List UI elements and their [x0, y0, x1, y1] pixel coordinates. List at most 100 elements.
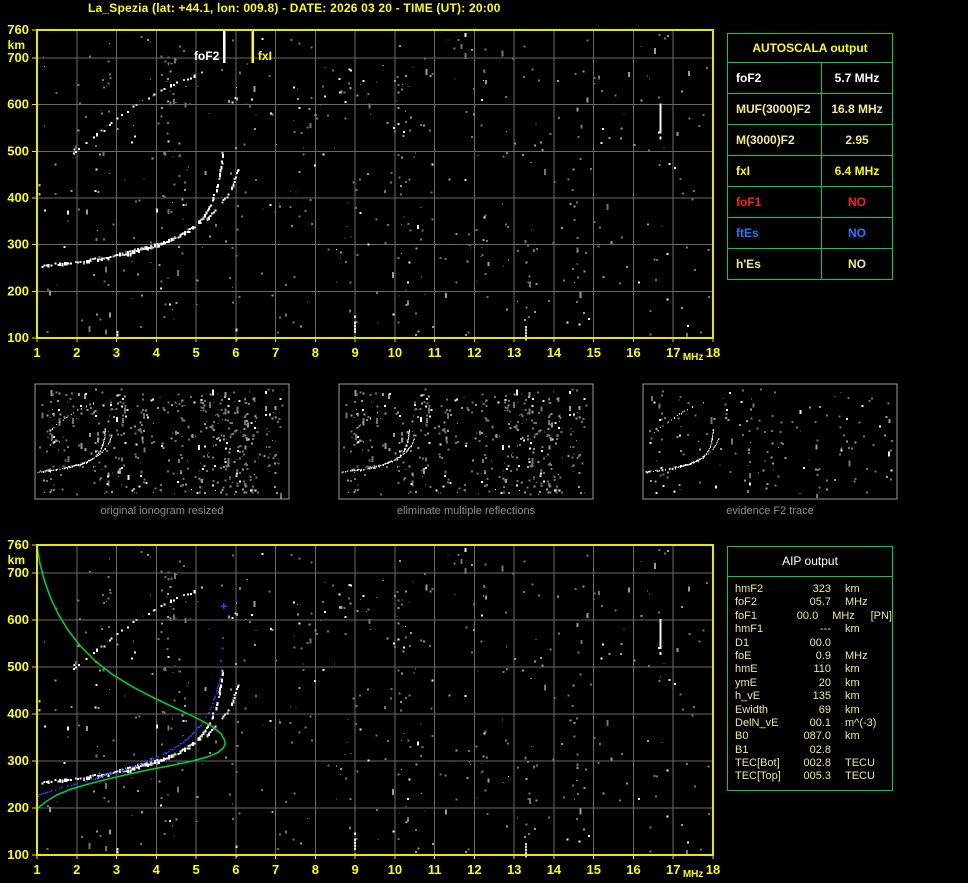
thumbnail-3 [642, 383, 898, 500]
autoscala-param-value: NO [848, 195, 866, 209]
svg-text:200: 200 [7, 800, 29, 815]
svg-text:3: 3 [113, 345, 120, 360]
aip-label: Ewidth [735, 703, 769, 716]
svg-text:10: 10 [388, 345, 402, 360]
aip-unit: TECU [845, 770, 875, 783]
aip-unit: km [845, 690, 860, 703]
aip-value: 005.3 [803, 770, 831, 783]
aip-label: hmE [735, 663, 758, 676]
aip-unit: TECU [845, 757, 875, 770]
aip-row-foe: foE 0.9 MHz [735, 650, 892, 663]
svg-text:200: 200 [7, 283, 29, 298]
foF2-marker-label: foF2 [194, 49, 220, 63]
autoscala-param-label: fxI [728, 156, 822, 186]
aip-label: h_vE [735, 690, 761, 703]
svg-text:12: 12 [467, 862, 481, 877]
aip-row-b0: B0 087.0 km [735, 730, 892, 743]
aip-value: 05.7 [809, 596, 831, 609]
aip-output-panel: AIP output hmF2 323 km foF2 05.7 MHz foF1 00.0 M… [727, 546, 893, 791]
svg-text:6: 6 [232, 862, 239, 877]
aip-unit: km [845, 730, 860, 743]
aip-label: foE [735, 649, 752, 662]
aip-row-tecbot: TEC[Bot] 002.8 TECU [735, 757, 892, 770]
autoscala-row-hes: h'Es NO [728, 249, 892, 279]
svg-text:18: 18 [706, 345, 720, 360]
svg-text:17: 17 [666, 862, 680, 877]
svg-text:14: 14 [547, 862, 562, 877]
autoscala-row-fof1: foF1 NO [728, 187, 892, 218]
svg-text:7: 7 [272, 345, 279, 360]
aip-label: foF2 [735, 596, 758, 609]
autoscala-row-m3000f2: M(3000)F2 2.95 [728, 125, 892, 156]
svg-text:11: 11 [428, 862, 442, 877]
svg-text:700: 700 [7, 50, 29, 65]
aip-label: foF1 [735, 609, 758, 622]
thumbnail-2 [338, 383, 594, 500]
svg-text:700: 700 [7, 565, 29, 580]
autoscala-param-value: NO [848, 226, 866, 240]
svg-text:400: 400 [7, 706, 29, 721]
svg-text:1: 1 [33, 862, 40, 877]
autoscala-param-label: M(3000)F2 [728, 125, 822, 155]
svg-text:2: 2 [73, 862, 80, 877]
aip-row-hmf1: hmF1 --- km [735, 623, 892, 636]
svg-text:7: 7 [272, 862, 279, 877]
autoscala-row-fxi: fxI 6.4 MHz [728, 156, 892, 187]
aip-value: --- [820, 623, 831, 636]
aip-unit: m^(-3) [845, 716, 877, 729]
aip-unit: MHz [845, 596, 868, 609]
svg-text:15: 15 [586, 862, 600, 877]
autoscala-row-ftes: ftEs NO [728, 218, 892, 249]
aip-rows: hmF2 323 km foF2 05.7 MHz foF1 00.0 MHz [PN] hmF1-… [728, 577, 892, 784]
svg-text:400: 400 [7, 190, 29, 205]
aip-value: 323 [812, 583, 831, 595]
aip-label: hmF2 [735, 583, 764, 595]
autoscala-row-fof2: foF2 5.7 MHz [728, 63, 892, 94]
aip-unit: km [845, 623, 860, 636]
bottom-ionogram-ylabel: km [8, 553, 25, 567]
svg-text:100: 100 [7, 847, 29, 862]
svg-text:760: 760 [7, 537, 29, 552]
autoscala-param-label: h'Es [728, 249, 822, 279]
svg-text:300: 300 [7, 237, 29, 252]
aip-unit: MHz [832, 609, 855, 622]
top-ionogram-ylabel: km [8, 38, 25, 52]
svg-text:15: 15 [586, 345, 600, 360]
autoscala-rows: foF2 5.7 MHz MUF(3000)F2 16.8 MHz M(3000)F2 2… [728, 63, 892, 279]
svg-text:500: 500 [7, 143, 29, 158]
svg-text:13: 13 [507, 862, 521, 877]
bottom-ionogram-xlabel: MHz [683, 869, 704, 880]
aip-unit: km [845, 703, 860, 716]
svg-text:11: 11 [428, 345, 442, 360]
svg-text:4: 4 [153, 345, 161, 360]
autoscala-param-label: ftEs [728, 218, 822, 248]
autoscala-header: AUTOSCALA output [728, 34, 892, 63]
aip-value: 00.1 [809, 716, 831, 729]
svg-text:16: 16 [626, 345, 640, 360]
svg-text:1: 1 [33, 345, 40, 360]
station-title: La_Spezia (lat: +44.1, lon: 009.8) - DAT… [88, 1, 501, 15]
aip-label: hmF1 [735, 623, 764, 636]
aip-extra: [PN] [870, 609, 892, 622]
autoscala-param-label: MUF(3000)F2 [728, 94, 822, 124]
aip-value: 20 [818, 676, 831, 689]
aip-row-ewidth: Ewidth 69 km [735, 704, 892, 717]
aip-value: 002.8 [803, 757, 831, 770]
svg-text:4: 4 [153, 862, 161, 877]
aip-unit: km [845, 583, 860, 595]
aip-row-tectop: TEC[Top] 005.3 TECU [735, 770, 892, 783]
aip-value: 110 [813, 663, 831, 676]
svg-text:2: 2 [73, 345, 80, 360]
aip-value: 0.9 [815, 649, 831, 662]
aip-label: B0 [735, 730, 749, 743]
aip-label: TEC[Top] [735, 770, 781, 783]
aip-row-yme: ymE 20 km [735, 677, 892, 690]
svg-text:5: 5 [192, 345, 199, 360]
svg-text:6: 6 [232, 345, 239, 360]
aip-value: 00.0 [796, 609, 819, 622]
svg-text:14: 14 [547, 345, 562, 360]
aip-row-hmf2: hmF2 323 km [735, 583, 892, 596]
